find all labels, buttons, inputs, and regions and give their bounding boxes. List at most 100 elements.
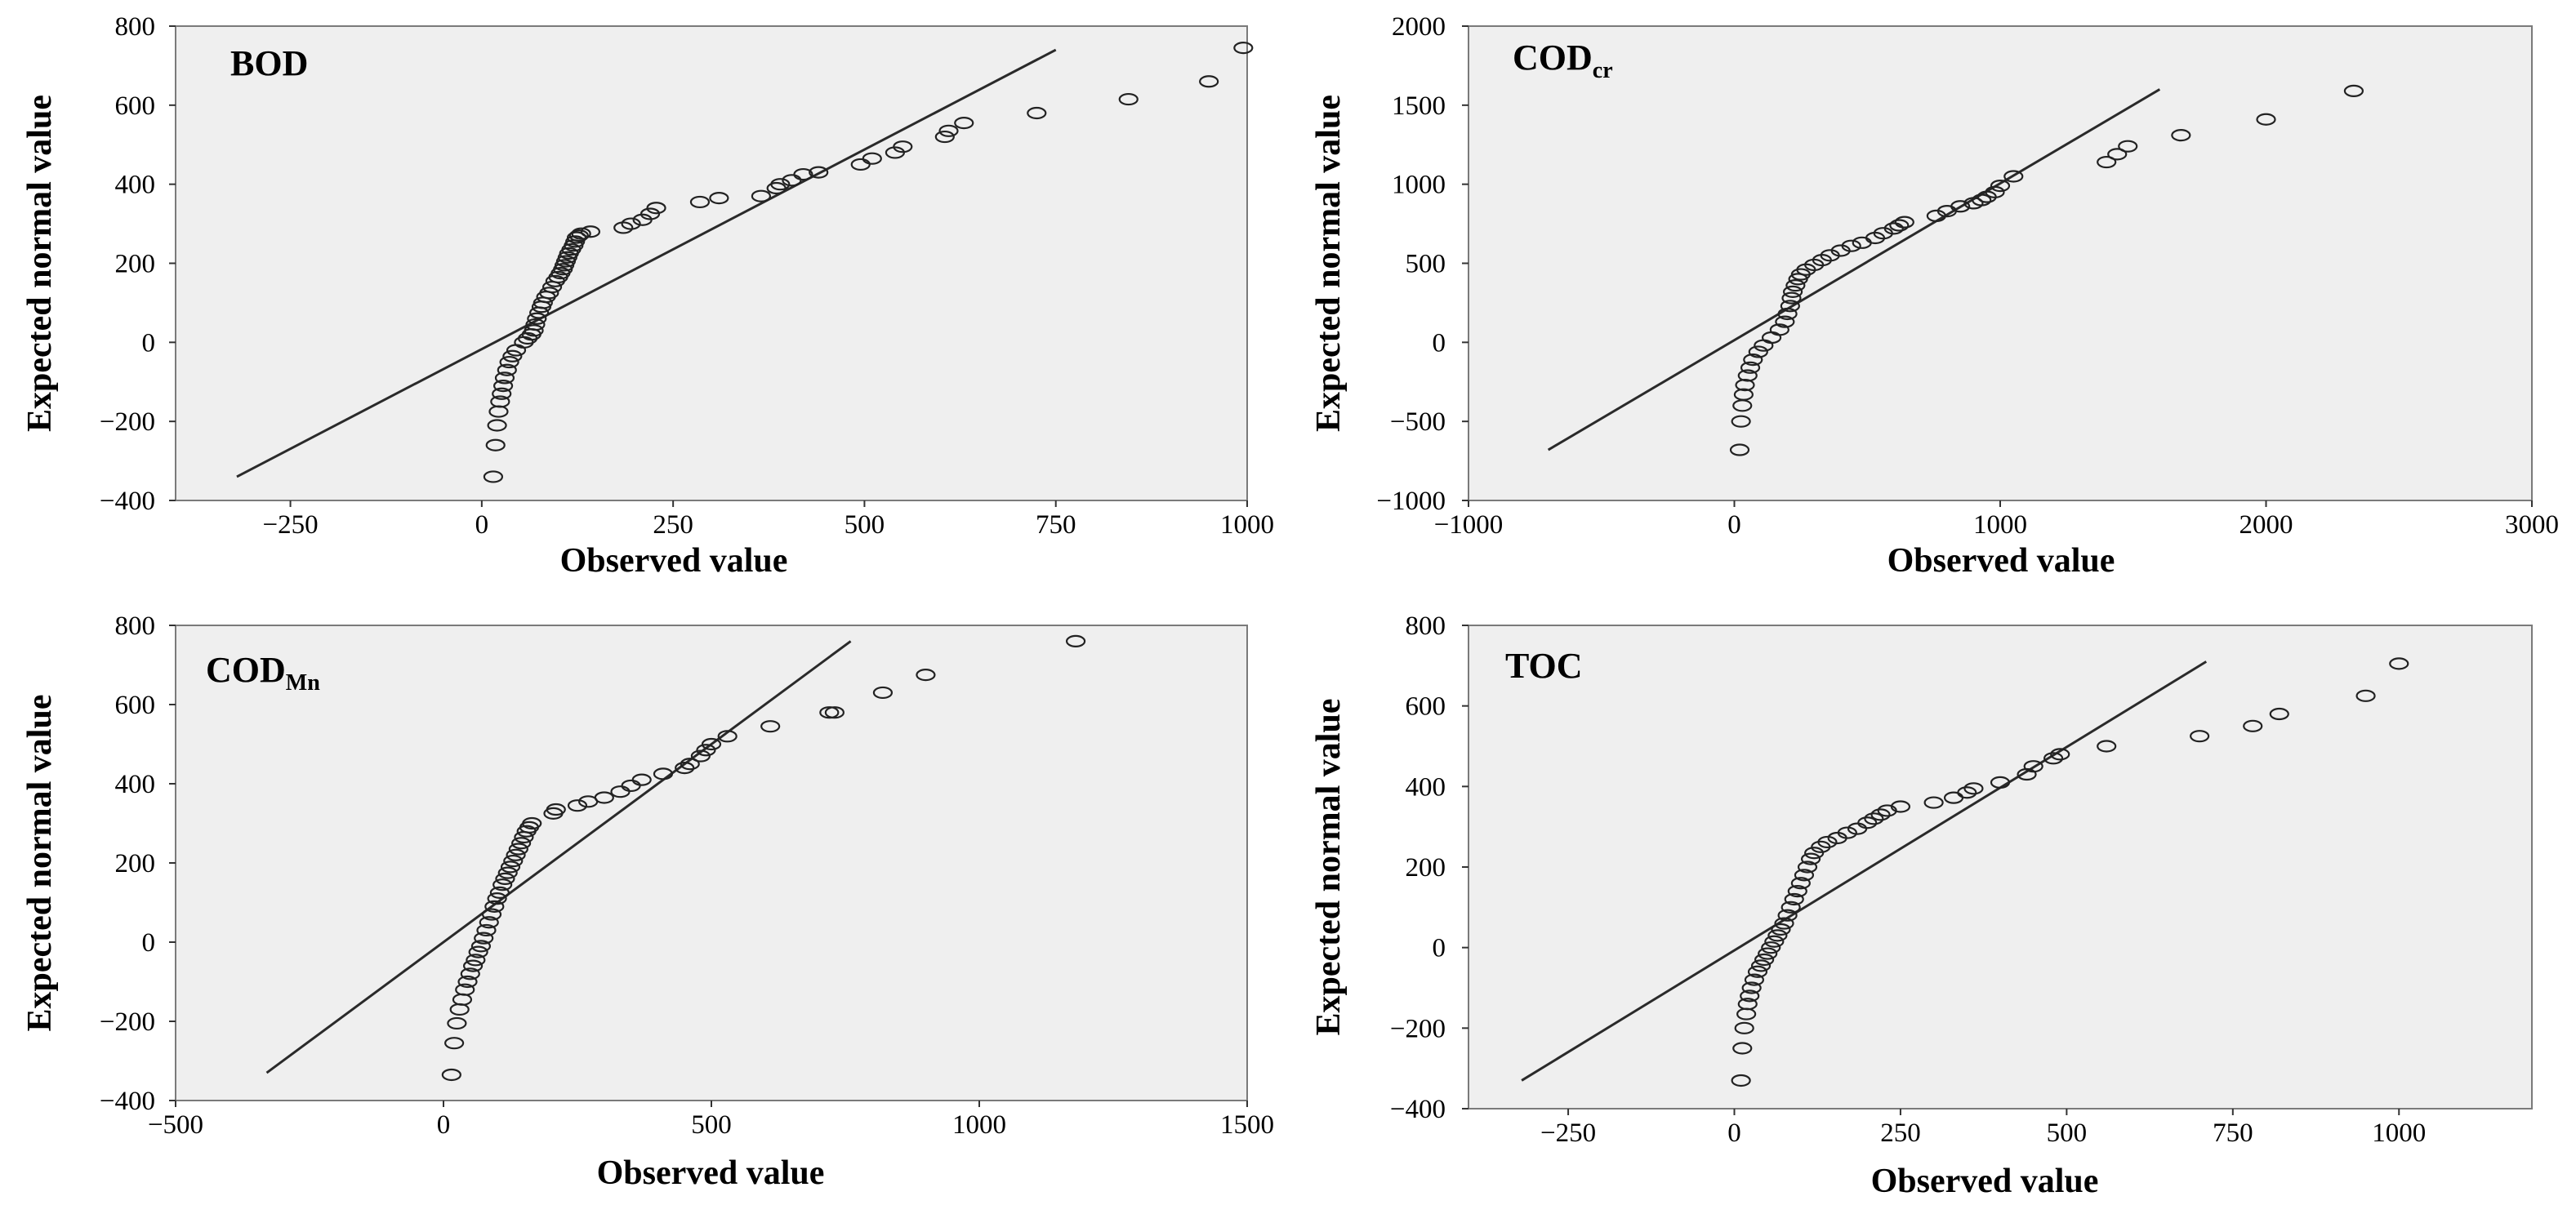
data-point bbox=[1963, 782, 1984, 795]
data-point bbox=[1870, 808, 1891, 821]
plot-area bbox=[1468, 625, 2533, 1109]
data-point bbox=[539, 287, 559, 300]
y-tick-label: 800 bbox=[1406, 611, 1446, 641]
y-tick-label: 800 bbox=[115, 12, 156, 42]
data-point bbox=[709, 192, 729, 205]
data-point bbox=[1740, 361, 1761, 374]
data-point bbox=[893, 140, 913, 153]
data-point bbox=[1732, 1042, 1753, 1055]
data-point bbox=[631, 773, 652, 786]
data-point bbox=[489, 886, 510, 899]
data-point bbox=[809, 166, 829, 179]
data-point bbox=[1734, 1021, 1754, 1034]
data-point bbox=[483, 470, 504, 483]
data-point bbox=[2355, 689, 2376, 702]
data-point bbox=[1923, 796, 1944, 809]
y-tick-label: 0 bbox=[142, 328, 156, 358]
panel-title-main: TOC bbox=[1505, 646, 1583, 686]
data-point bbox=[1985, 185, 2005, 198]
y-axis-title: Expected normal value bbox=[21, 695, 59, 1032]
panel-title-main: BOD bbox=[230, 43, 308, 83]
data-point bbox=[1747, 965, 1768, 978]
panel-bod: −250 0 250 500 750 1000 −400 −200 0 200 400 600 800 B… bbox=[21, 12, 1274, 580]
data-point bbox=[1740, 989, 1760, 1003]
y-tick-label: 400 bbox=[115, 171, 156, 200]
x-axis-title: Observed value bbox=[1871, 1163, 2099, 1200]
panel-title: CODcr bbox=[1513, 38, 1613, 83]
plot-area bbox=[175, 25, 1248, 501]
data-point bbox=[1233, 42, 1254, 55]
data-point bbox=[492, 387, 512, 400]
data-point bbox=[701, 737, 722, 751]
x-tick-label: 500 bbox=[691, 1110, 732, 1140]
x-tick-label: 250 bbox=[653, 510, 693, 540]
data-point bbox=[455, 983, 475, 996]
data-point bbox=[1890, 800, 1911, 813]
data-point bbox=[568, 229, 589, 242]
x-tick-label: 500 bbox=[2047, 1118, 2088, 1148]
x-tick-label: 1000 bbox=[2372, 1118, 2426, 1148]
data-point bbox=[916, 669, 936, 682]
y-tick-label: −400 bbox=[100, 1087, 155, 1116]
y-tick-label: −500 bbox=[1390, 407, 1446, 437]
x-tick-label: 2000 bbox=[2240, 510, 2293, 540]
panel-codmn: −500 0 500 1000 1500 −400 −200 0 200 400 600 800 COD… bbox=[21, 611, 1274, 1192]
data-point bbox=[680, 758, 700, 771]
data-point bbox=[580, 225, 601, 238]
data-point bbox=[470, 940, 492, 953]
data-point bbox=[2343, 84, 2364, 98]
data-point bbox=[2043, 752, 2064, 765]
data-point bbox=[1118, 92, 1139, 106]
data-point bbox=[524, 324, 544, 337]
data-point bbox=[485, 438, 506, 451]
x-tick-label: 0 bbox=[1727, 1118, 1741, 1148]
data-point bbox=[1889, 219, 1910, 232]
y-tick-label: 0 bbox=[142, 928, 156, 958]
y-tick-label: −400 bbox=[1390, 1095, 1446, 1124]
data-point bbox=[1883, 222, 1904, 235]
data-point bbox=[468, 945, 488, 958]
data-point bbox=[594, 791, 614, 804]
data-point bbox=[500, 860, 521, 874]
x-tick-label: 500 bbox=[845, 510, 885, 540]
data-point bbox=[1780, 900, 1801, 914]
x-tick-label: −1000 bbox=[1434, 510, 1504, 540]
data-point bbox=[2118, 140, 2138, 153]
x-axis-title: Observed value bbox=[1887, 542, 2115, 580]
data-point bbox=[1767, 929, 1788, 942]
data-point bbox=[2190, 730, 2210, 743]
data-point bbox=[954, 117, 974, 130]
x-axis-title: Observed value bbox=[597, 1154, 825, 1192]
reference-line bbox=[1547, 88, 2161, 451]
data-point bbox=[824, 706, 845, 719]
data-point bbox=[1777, 909, 1798, 922]
y-tick-label: 400 bbox=[115, 770, 156, 799]
data-point bbox=[2256, 113, 2276, 126]
data-point bbox=[466, 954, 486, 967]
data-point bbox=[1771, 923, 1791, 936]
data-point bbox=[1775, 315, 1795, 328]
data-point bbox=[2023, 760, 2043, 773]
data-point bbox=[717, 730, 738, 743]
data-point bbox=[1744, 973, 1765, 986]
data-point bbox=[862, 152, 882, 165]
data-point bbox=[474, 932, 494, 945]
panel-title-sub: Mn bbox=[286, 670, 320, 696]
data-point bbox=[819, 706, 840, 719]
data-point bbox=[441, 1068, 461, 1082]
data-point bbox=[495, 872, 515, 886]
x-tick-label: 0 bbox=[475, 510, 489, 540]
data-point bbox=[497, 363, 517, 376]
panel-title-main: COD bbox=[206, 650, 286, 690]
data-point bbox=[1743, 354, 1763, 367]
data-point bbox=[481, 908, 502, 921]
y-tick-label: 2000 bbox=[1392, 12, 1446, 42]
data-point bbox=[1841, 239, 1861, 252]
data-point bbox=[492, 878, 513, 892]
data-point bbox=[499, 355, 519, 369]
x-tick-label: 0 bbox=[437, 1110, 451, 1140]
data-point bbox=[1764, 935, 1785, 948]
data-point bbox=[1761, 941, 1781, 954]
plot-area bbox=[175, 625, 1248, 1101]
data-point bbox=[793, 167, 813, 181]
